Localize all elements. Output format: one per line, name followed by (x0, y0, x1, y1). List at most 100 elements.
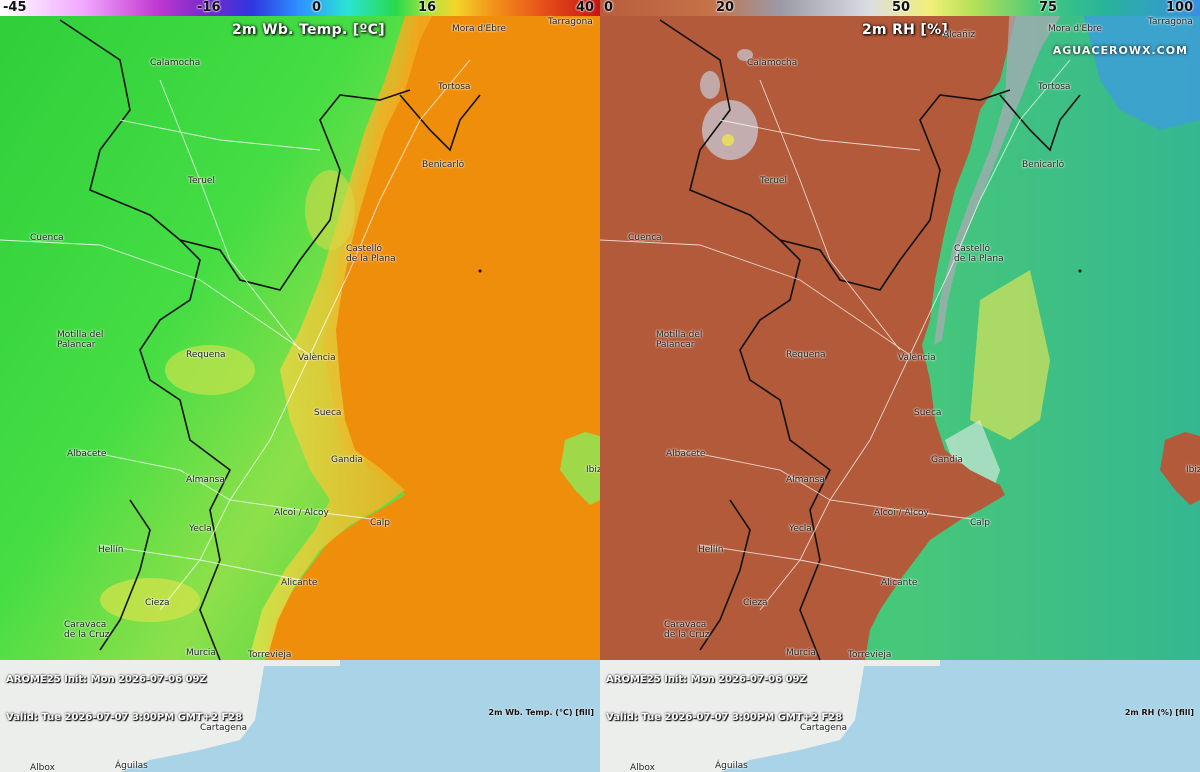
city-label: Mora d'Ebre (452, 24, 506, 34)
basemap-land-strip (0, 660, 340, 666)
roads (0, 59, 471, 611)
basemap-land-strip (600, 660, 940, 666)
colorbar-tick: -45 (3, 0, 27, 15)
city-label: Sueca (914, 408, 942, 418)
wetbulb-map (0, 0, 600, 772)
city-label: Gandia (331, 455, 363, 465)
city-label: Murcia (186, 648, 216, 658)
colorbar-tick: 100 (1166, 0, 1194, 15)
city-label: Castelló de la Plana (346, 244, 396, 264)
city-label: Alcoi / Alcoy (274, 508, 329, 518)
colorbar-tick: 50 (892, 0, 911, 15)
city-label: Calamocha (150, 58, 201, 68)
city-label: Tortosa (438, 82, 471, 92)
panel-title: 2m RH [%] (862, 22, 949, 38)
city-label: Calp (970, 518, 991, 528)
city-label: Cuenca (30, 233, 64, 243)
humid-patch (722, 134, 734, 146)
city-label: Alcañiz (943, 30, 976, 40)
city-label: Cartagena (200, 723, 248, 733)
city-label: Sueca (314, 408, 342, 418)
city-label: Alicante (281, 578, 318, 588)
province-borders (59, 19, 481, 661)
colorbar-tick: 20 (716, 0, 735, 15)
city-label: Águilas (715, 761, 748, 771)
city-label: Albox (630, 763, 655, 772)
city-label: Benicarló (1022, 160, 1065, 170)
city-label: Yecla (189, 524, 212, 534)
city-label: Motilla del Palancar (656, 330, 703, 350)
city-label: Tortosa (1038, 82, 1071, 92)
yellow-plume (970, 270, 1050, 440)
basemap-land (0, 660, 265, 772)
city-label: Gandia (931, 455, 963, 465)
wetbulb-panel: -45 -16 0 16 40 2m Wb. Temp. [ºC] Mora d… (0, 0, 600, 772)
city-label: Torrevieja (248, 650, 292, 660)
city-label: Requena (786, 350, 826, 360)
colorbar-tick: 0 (312, 0, 322, 15)
city-label: Caravaca de la Cruz (64, 620, 110, 640)
brand-logo-text: AGUACEROWX.COM (1052, 44, 1188, 57)
rh-panel: 0 20 50 75 100 2m RH [%] AGUACEROWX.COM … (600, 0, 1200, 772)
city-label: Águilas (115, 761, 148, 771)
city-label: Alcoi / Alcoy (874, 508, 929, 518)
colorbar-tick: 0 (604, 0, 614, 15)
city-label: Murcia (786, 648, 816, 658)
city-label: Caravaca de la Cruz (664, 620, 710, 640)
sea-marker (1078, 269, 1082, 273)
city-label: València (298, 353, 336, 363)
city-label: Tarragona (548, 17, 593, 27)
land-fill (0, 0, 420, 660)
warm-patch (165, 345, 255, 395)
city-label: Cieza (145, 598, 170, 608)
colorbar-ramp (600, 0, 1200, 16)
ibiza-island (560, 432, 600, 505)
city-label: Tarragona (1148, 17, 1193, 27)
city-label: Ibiza (1186, 465, 1200, 475)
fill-legend-text: 2m RH (%) [fill] (1124, 708, 1194, 717)
warm-patch (305, 170, 355, 250)
sea-marker (478, 269, 482, 273)
city-label: Hellín (98, 545, 124, 555)
city-label: Calamocha (747, 58, 798, 68)
humid-patch (700, 71, 720, 99)
colorbar-tick: 75 (1039, 0, 1058, 15)
rh-colorbar: 0 20 50 75 100 (600, 0, 1200, 16)
city-label: Almansa (786, 475, 825, 485)
city-label: Albacete (67, 449, 107, 459)
humid-patch (702, 100, 758, 160)
city-label: Mora d'Ebre (1048, 24, 1102, 34)
coastal-warm-zone (250, 0, 440, 655)
model-init-text: AROME25 Init: Mon 2026-07-06 09Z (6, 674, 207, 685)
city-label: Cieza (743, 598, 768, 608)
humid-patch (737, 49, 753, 61)
fill-legend-text: 2m Wb. Temp. (°C) [fill] (488, 708, 594, 717)
basemap-land (600, 660, 865, 772)
warm-patch (100, 578, 200, 622)
city-label: Calp (370, 518, 391, 528)
city-label: Motilla del Palancar (57, 330, 104, 350)
city-label: Albacete (666, 449, 706, 459)
colorbar-tick: 40 (576, 0, 595, 15)
humid-sea-zone (1080, 0, 1200, 130)
colorbar-tick: 16 (418, 0, 437, 15)
panel-title: 2m Wb. Temp. [ºC] (232, 22, 385, 38)
ibiza-island (1160, 432, 1200, 505)
city-label: Requena (186, 350, 226, 360)
model-init-text: AROME25 Init: Mon 2026-07-06 09Z (606, 674, 807, 685)
city-label: Cuenca (628, 233, 662, 243)
province-borders (659, 19, 1081, 661)
city-label: Teruel (760, 176, 787, 186)
land-fill (600, 0, 1020, 660)
city-label: Benicarló (422, 160, 465, 170)
rh-map (600, 0, 1200, 772)
city-label: Hellín (698, 545, 724, 555)
city-label: Ibiza (586, 465, 600, 475)
city-label: Torrevieja (848, 650, 892, 660)
roads (600, 59, 1071, 611)
city-label: Cartagena (800, 723, 848, 733)
colorbar-ramp (0, 0, 600, 16)
city-label: Castelló de la Plana (954, 244, 1004, 264)
city-label: Albox (30, 763, 55, 772)
valid-time-text: Valid: Tue 2026-07-07 3:00PM GMT+2 F28 (6, 712, 243, 723)
